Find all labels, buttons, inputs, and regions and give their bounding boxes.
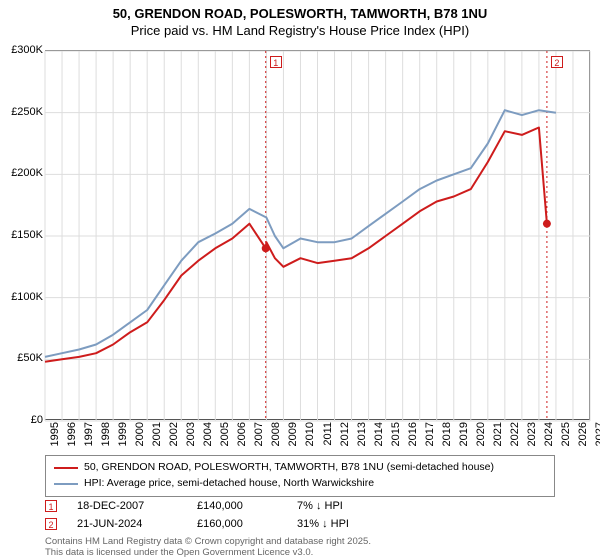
sale-row: 1 18-DEC-2007 £140,000 7% ↓ HPI [45,497,555,515]
x-tick-label: 2022 [509,422,521,452]
chart-title-block: 50, GRENDON ROAD, POLESWORTH, TAMWORTH, … [0,0,600,40]
x-tick-label: 2004 [202,422,214,452]
x-tick-label: 2023 [526,422,538,452]
chart-marker-icon: 2 [551,56,563,68]
x-tick-label: 2001 [151,422,163,452]
x-tick-label: 2011 [322,422,334,452]
chart-plot-area [45,50,590,420]
x-tick-label: 2003 [185,422,197,452]
x-tick-label: 2007 [253,422,265,452]
footer-attribution: Contains HM Land Registry data © Crown c… [45,536,371,559]
y-tick-label: £200K [11,167,43,179]
x-tick-label: 2002 [168,422,180,452]
x-tick-label: 2015 [390,422,402,452]
sale-date: 21-JUN-2024 [77,518,177,530]
x-tick-label: 1997 [83,422,95,452]
x-tick-label: 1996 [66,422,78,452]
x-tick-label: 2027 [594,422,600,452]
x-tick-label: 2014 [373,422,385,452]
x-tick-label: 2026 [577,422,589,452]
footer-line1: Contains HM Land Registry data © Crown c… [45,536,371,547]
y-tick-label: £150K [11,229,43,241]
sale-date: 18-DEC-2007 [77,500,177,512]
chart-marker-icon: 1 [270,56,282,68]
x-tick-label: 2008 [270,422,282,452]
y-tick-label: £100K [11,291,43,303]
x-tick-label: 2021 [492,422,504,452]
legend-label: HPI: Average price, semi-detached house,… [84,476,374,492]
x-tick-label: 2019 [458,422,470,452]
x-tick-label: 2009 [287,422,299,452]
sale-price: £160,000 [197,518,277,530]
x-tick-label: 2018 [441,422,453,452]
footer-line2: This data is licensed under the Open Gov… [45,547,371,558]
legend-row: HPI: Average price, semi-detached house,… [54,476,546,492]
legend: 50, GRENDON ROAD, POLESWORTH, TAMWORTH, … [45,455,555,497]
x-tick-label: 2000 [134,422,146,452]
x-tick-label: 2010 [304,422,316,452]
x-tick-label: 1998 [100,422,112,452]
x-tick-label: 1995 [49,422,61,452]
chart-title-line2: Price paid vs. HM Land Registry's House … [10,23,590,38]
sale-data-rows: 1 18-DEC-2007 £140,000 7% ↓ HPI 2 21-JUN… [45,497,555,533]
y-tick-label: £0 [31,414,43,426]
x-tick-label: 2006 [236,422,248,452]
x-tick-label: 2017 [424,422,436,452]
y-tick-label: £50K [17,352,43,364]
x-tick-label: 2024 [543,422,555,452]
legend-label: 50, GRENDON ROAD, POLESWORTH, TAMWORTH, … [84,460,494,476]
x-tick-label: 1999 [117,422,129,452]
legend-swatch [54,483,78,485]
sale-price: £140,000 [197,500,277,512]
y-tick-label: £250K [11,106,43,118]
x-tick-label: 2005 [219,422,231,452]
sale-delta: 31% ↓ HPI [297,518,437,530]
chart-title-line1: 50, GRENDON ROAD, POLESWORTH, TAMWORTH, … [10,6,590,21]
y-tick-label: £300K [11,44,43,56]
x-tick-label: 2025 [560,422,572,452]
sale-row: 2 21-JUN-2024 £160,000 31% ↓ HPI [45,515,555,533]
x-tick-label: 2020 [475,422,487,452]
sale-delta: 7% ↓ HPI [297,500,437,512]
x-tick-label: 2013 [356,422,368,452]
x-tick-label: 2012 [339,422,351,452]
chart-svg [45,51,590,421]
legend-swatch [54,467,78,469]
sale-marker-icon: 1 [45,500,57,512]
x-tick-label: 2016 [407,422,419,452]
sale-marker-icon: 2 [45,518,57,530]
legend-row: 50, GRENDON ROAD, POLESWORTH, TAMWORTH, … [54,460,546,476]
